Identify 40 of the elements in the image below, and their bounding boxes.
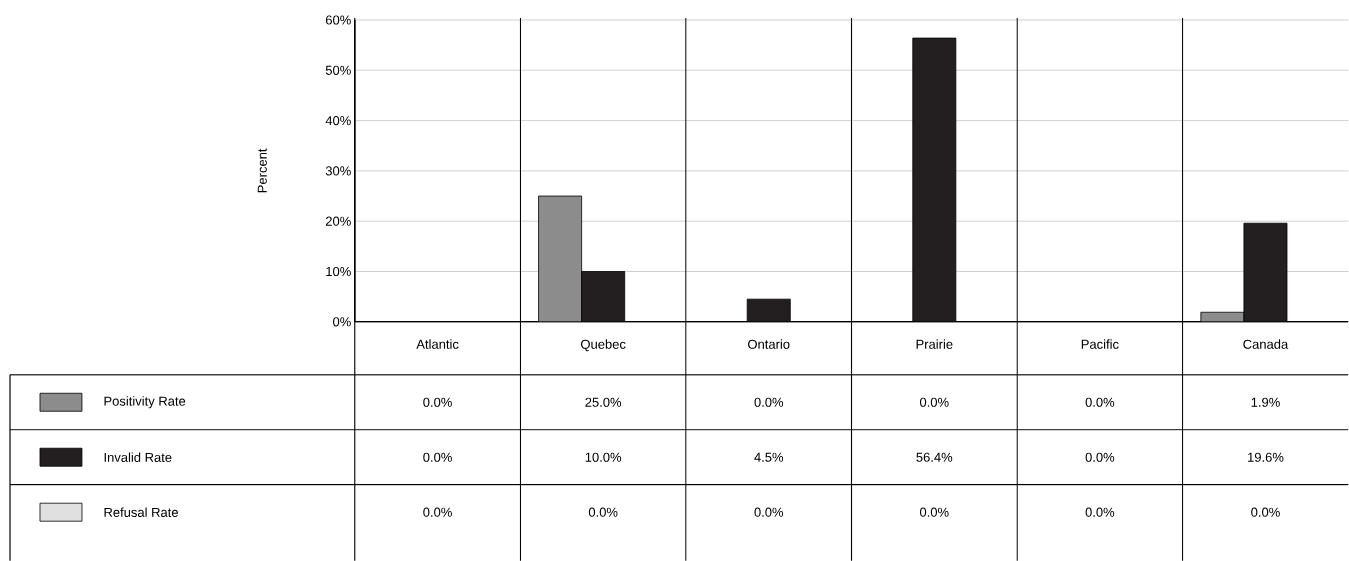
y-tick-label: 60% bbox=[325, 15, 351, 25]
x-tick-label: Canada bbox=[1243, 339, 1289, 349]
data-label: 56.4% bbox=[916, 452, 953, 462]
data-label: 4.5% bbox=[754, 452, 784, 462]
x-tick-label: Prairie bbox=[916, 339, 953, 349]
data-label: 0.0% bbox=[919, 507, 949, 517]
x-tick-label: Ontario bbox=[748, 339, 790, 349]
legend-label: Invalid Rate bbox=[104, 452, 172, 462]
y-tick-label: 10% bbox=[326, 266, 351, 276]
data-label: 19.6% bbox=[1248, 452, 1284, 462]
x-tick-label: Atlantic bbox=[416, 339, 459, 349]
x-tick-label: Quebec bbox=[581, 339, 626, 352]
y-tick-label: 0% bbox=[333, 317, 351, 327]
data-label: 0.0% bbox=[1251, 507, 1280, 517]
x-tick-label: Pacific bbox=[1081, 339, 1119, 349]
y-tick-label: 30% bbox=[325, 166, 351, 176]
bar bbox=[912, 37, 957, 322]
data-label: 0.0% bbox=[754, 397, 784, 407]
y-tick-label: 50% bbox=[325, 65, 351, 75]
bar bbox=[1243, 222, 1288, 322]
legend-label: Positivity Rate bbox=[104, 396, 186, 409]
data-label: 10.0% bbox=[585, 452, 622, 462]
bar bbox=[746, 298, 791, 322]
bar bbox=[581, 270, 626, 322]
y-axis-title: Percent bbox=[257, 148, 267, 193]
data-label: 0.0% bbox=[1085, 397, 1115, 407]
data-label: 0.0% bbox=[423, 397, 452, 407]
data-label: 0.0% bbox=[588, 507, 618, 517]
data-label: 0.0% bbox=[754, 507, 784, 517]
y-tick-label: 40% bbox=[325, 115, 351, 126]
data-label: 0.0% bbox=[423, 507, 452, 517]
bar bbox=[538, 195, 583, 322]
data-label: 1.9% bbox=[1251, 397, 1280, 407]
y-tick-label: 20% bbox=[325, 216, 351, 226]
data-label: 0.0% bbox=[1085, 507, 1115, 517]
data-label: 25.0% bbox=[585, 397, 622, 407]
data-label: 0.0% bbox=[423, 452, 452, 462]
legend-label: Refusal Rate bbox=[104, 507, 178, 517]
data-label: 0.0% bbox=[1085, 452, 1115, 462]
data-label: 0.0% bbox=[919, 397, 949, 407]
